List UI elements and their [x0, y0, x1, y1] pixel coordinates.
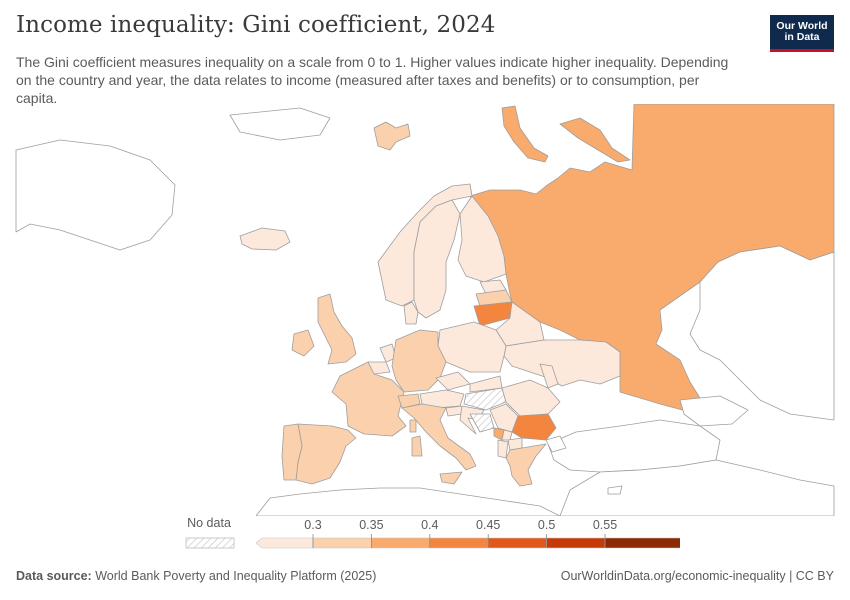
legend-tick-label: 0.35	[359, 518, 383, 532]
country-germany[interactable]	[391, 329, 447, 393]
legend-tick-label: 0.45	[476, 518, 500, 532]
arctic-island-outline[interactable]	[229, 107, 331, 141]
europe-map[interactable]	[0, 104, 850, 516]
source-label: Data source:	[16, 569, 92, 583]
russia-arctic-islands[interactable]	[559, 117, 631, 163]
logo-line-1: Our World	[776, 19, 828, 32]
country-iceland[interactable]	[239, 227, 291, 251]
country-greece[interactable]	[505, 443, 547, 487]
chart-title: Income inequality: Gini coefficient, 202…	[16, 12, 496, 38]
country-poland[interactable]	[437, 321, 507, 373]
country-france[interactable]	[331, 361, 407, 437]
legend-tick-label: 0.55	[593, 518, 617, 532]
legend-tick-label: 0.3	[304, 518, 321, 532]
country-portugal[interactable]	[281, 423, 303, 481]
logo-line-2: in Data	[784, 31, 820, 43]
country-italy-sardinia[interactable]	[411, 435, 423, 457]
country-albania[interactable]	[497, 439, 509, 459]
central-asia-outline[interactable]	[689, 245, 835, 421]
legend-color-bins	[255, 537, 680, 549]
legend-bin[interactable]	[255, 537, 314, 549]
owid-logo[interactable]: Our World in Data	[770, 15, 834, 52]
country-finland[interactable]	[457, 195, 507, 283]
country-ukraine[interactable]	[503, 339, 621, 387]
country-croatia[interactable]	[459, 405, 485, 435]
legend-tick-label: 0.5	[538, 518, 555, 532]
country-spain[interactable]	[295, 423, 357, 485]
caucasus-outline[interactable]	[679, 395, 749, 427]
source-url[interactable]: OurWorldinData.org/economic-inequality |…	[560, 569, 834, 583]
legend-tick-label: 0.4	[421, 518, 438, 532]
country-ireland[interactable]	[291, 329, 315, 357]
middle-east-outline[interactable]	[559, 459, 835, 516]
legend-bin[interactable]	[429, 537, 489, 549]
cyprus-outline[interactable]	[607, 485, 623, 495]
country-slovenia[interactable]	[445, 405, 463, 417]
russia-novaya-zemlya[interactable]	[501, 105, 549, 163]
country-romania[interactable]	[501, 379, 561, 417]
map-legend: No data 0.3 0.35 0.4 0.45 0.5 0.55	[185, 516, 680, 549]
greenland-outline[interactable]	[15, 139, 176, 251]
country-bulgaria[interactable]	[511, 413, 557, 441]
legend-bin[interactable]	[546, 537, 606, 549]
country-italy-sicily[interactable]	[439, 471, 463, 485]
country-moldova[interactable]	[539, 363, 559, 389]
legend-bin[interactable]	[487, 537, 547, 549]
legend-no-data-label: No data	[187, 516, 231, 530]
country-france-corsica[interactable]	[409, 419, 417, 433]
country-kosovo[interactable]	[501, 429, 513, 441]
source-text: World Bank Poverty and Inequality Platfo…	[95, 569, 377, 583]
country-united-kingdom[interactable]	[317, 293, 357, 365]
chart-subtitle: The Gini coefficient measures inequality…	[16, 54, 729, 106]
country-denmark[interactable]	[403, 301, 419, 325]
country-italy[interactable]	[401, 403, 477, 471]
country-turkey-thrace[interactable]	[545, 435, 567, 453]
legend-no-data-swatch	[185, 537, 235, 549]
country-hungary[interactable]	[463, 387, 507, 411]
country-svalbard[interactable]	[373, 121, 411, 151]
footer: Data source: World Bank Poverty and Ineq…	[16, 569, 834, 583]
legend-bin[interactable]	[604, 537, 680, 549]
legend-tick-labels: 0.3 0.35 0.4 0.45 0.5 0.55	[304, 518, 617, 548]
legend-bin[interactable]	[371, 537, 431, 549]
north-africa-outline[interactable]	[255, 487, 561, 516]
legend-bin[interactable]	[312, 537, 372, 549]
